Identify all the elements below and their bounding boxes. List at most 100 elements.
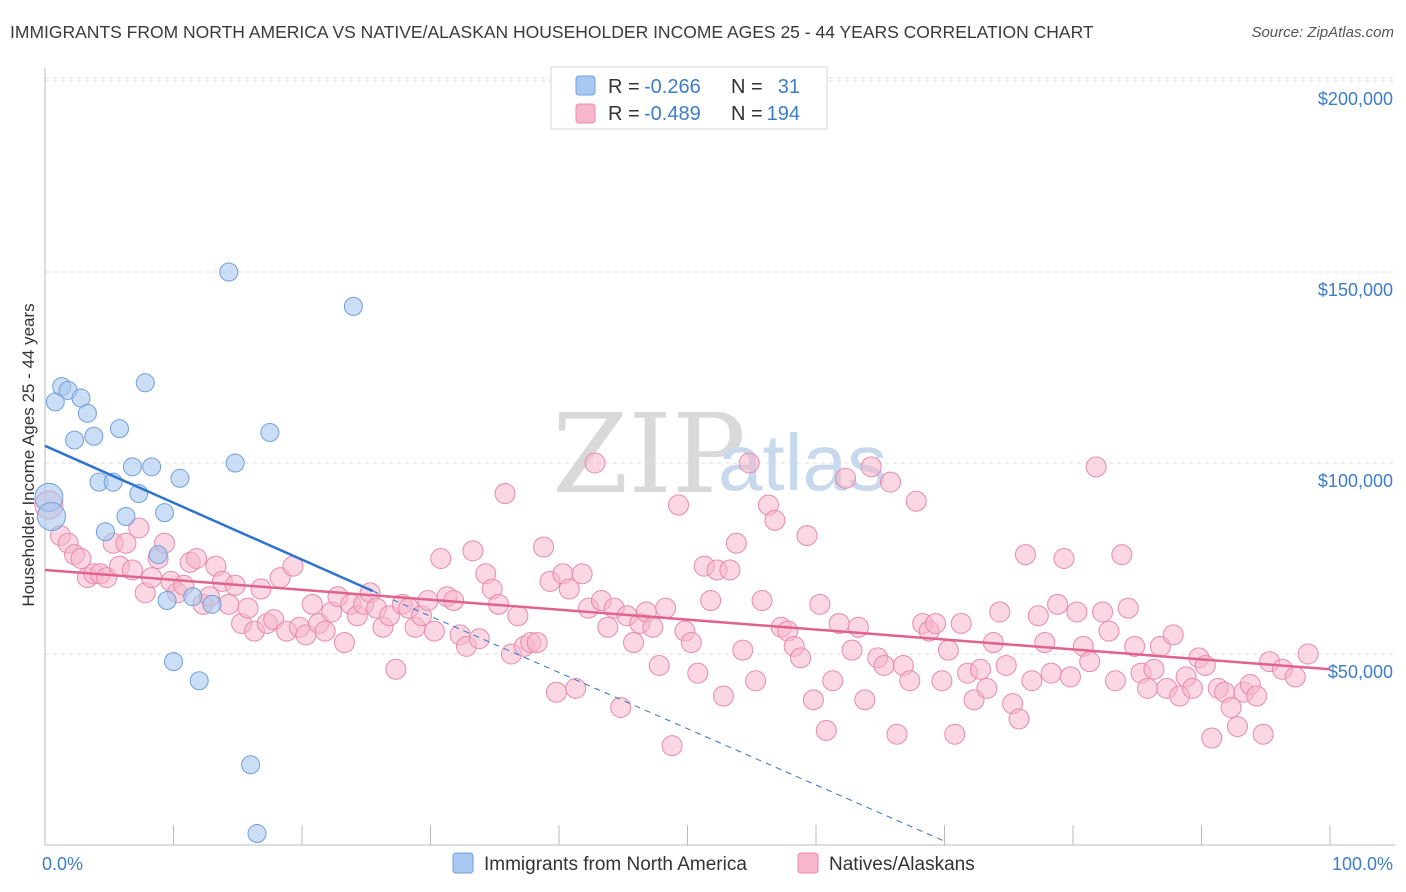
natives-point-134	[905, 490, 927, 512]
immigrants-point-29	[260, 422, 280, 442]
x-tick-label-0: 0.0%	[42, 854, 83, 874]
natives-point-11	[115, 532, 137, 554]
natives-point-152	[1021, 670, 1043, 692]
natives-trend-line	[44, 568, 1331, 671]
natives-point-167	[1117, 597, 1139, 619]
natives-point-32	[250, 578, 272, 600]
watermark-zip: ZIP	[552, 390, 746, 518]
immigrants-point-14	[122, 457, 142, 477]
immigrants-trend-line	[44, 444, 374, 593]
natives-point-147	[989, 601, 1011, 623]
x-tick-label-1: 100.0%	[1332, 854, 1393, 874]
natives-point-30	[237, 597, 259, 619]
natives-point-156	[1047, 593, 1069, 615]
series-immigrants-points	[34, 262, 363, 844]
natives-point-184	[1226, 716, 1248, 738]
immigrants-point-27	[225, 453, 245, 473]
y-tick-label-2: $150,000	[1318, 280, 1393, 300]
natives-point-100	[687, 662, 709, 684]
legend-box	[550, 66, 828, 130]
immigrants-point-8	[84, 426, 104, 446]
y-tick-label-0: $50,000	[1328, 662, 1393, 682]
natives-point-191	[1284, 666, 1306, 688]
natives-point-171	[1143, 658, 1165, 680]
y-axis-label: Householder Income Ages 25 - 44 years	[19, 303, 38, 606]
bottom-legend-swatch-pink	[797, 852, 819, 874]
immigrants-point-23	[183, 587, 203, 607]
immigrants-point-10	[95, 522, 115, 542]
y-tick-label-3: $200,000	[1318, 89, 1393, 109]
natives-point-70	[494, 483, 516, 505]
natives-point-84	[584, 452, 606, 474]
natives-point-163	[1092, 601, 1114, 623]
immigrants-point-7	[77, 403, 97, 423]
natives-point-130	[880, 471, 902, 493]
natives-point-119	[809, 593, 831, 615]
natives-point-159	[1066, 601, 1088, 623]
legend-n-value-1: 194	[767, 103, 800, 125]
natives-point-168	[1124, 635, 1146, 657]
immigrants-point-5	[65, 430, 85, 450]
natives-point-97	[668, 494, 690, 516]
natives-point-99	[680, 632, 702, 654]
natives-point-124	[841, 639, 863, 661]
legend-swatch-blue	[575, 75, 596, 96]
legend-n-label-0: N =	[731, 76, 763, 98]
legend: R = -0.266 N = 31 R = -0.489 N = 194	[550, 66, 828, 130]
page-title: IMMIGRANTS FROM NORTH AMERICA VS NATIVE/…	[10, 22, 1094, 42]
natives-point-151	[1014, 544, 1036, 566]
legend-n-label-1: N =	[731, 103, 763, 125]
legend-r-label-1: R =	[608, 103, 640, 125]
natives-point-88	[610, 696, 632, 718]
immigrants-point-19	[155, 503, 175, 523]
natives-point-95	[655, 597, 677, 619]
natives-point-141	[950, 612, 972, 634]
natives-point-121	[822, 670, 844, 692]
natives-point-75	[526, 632, 548, 654]
natives-point-110	[751, 590, 773, 612]
natives-point-80	[558, 578, 580, 600]
x-tick-labels: 0.0% 100.0%	[42, 854, 1393, 874]
natives-point-22	[186, 548, 208, 569]
y-tick-labels: $50,000 $100,000 $150,000 $200,000	[1318, 89, 1393, 682]
immigrants-point-18	[148, 545, 168, 565]
natives-point-105	[719, 559, 741, 581]
immigrants-point-31	[247, 824, 267, 844]
y-tick-label-1: $100,000	[1318, 471, 1393, 491]
immigrants-point-25	[202, 594, 222, 614]
natives-point-102	[700, 590, 722, 612]
natives-point-45	[333, 632, 355, 654]
natives-point-27	[218, 593, 240, 615]
natives-point-65	[462, 540, 484, 562]
natives-point-13	[128, 517, 150, 539]
immigrants-point-16	[135, 373, 155, 393]
trend-lines	[44, 444, 1331, 842]
bottom-legend-label-immigrants: Immigrants from North America	[484, 854, 747, 875]
natives-point-4	[70, 548, 92, 569]
immigrants-point-20	[157, 591, 177, 611]
legend-r-value-0: -0.266	[644, 76, 701, 98]
immigrants-point-26	[219, 262, 239, 282]
natives-point-131	[886, 723, 908, 745]
legend-swatch-pink	[575, 103, 596, 124]
bottom-legend: Immigrants from North America Natives/Al…	[452, 852, 975, 875]
natives-point-112	[764, 509, 786, 531]
natives-point-120	[815, 719, 837, 741]
natives-point-192	[1297, 643, 1319, 665]
natives-point-66	[468, 628, 490, 650]
natives-point-157	[1053, 548, 1075, 569]
series-natives-points	[34, 452, 1319, 757]
natives-point-104	[712, 685, 734, 707]
natives-point-126	[854, 689, 876, 711]
natives-point-155	[1040, 662, 1062, 684]
natives-point-161	[1079, 651, 1101, 673]
natives-point-82	[571, 563, 593, 585]
natives-point-81	[565, 677, 587, 699]
natives-point-139	[937, 639, 959, 661]
legend-r-value-1: -0.489	[644, 103, 701, 125]
natives-point-133	[899, 670, 921, 692]
natives-point-174	[1162, 624, 1184, 646]
natives-point-148	[995, 654, 1017, 676]
natives-point-150	[1008, 708, 1030, 730]
